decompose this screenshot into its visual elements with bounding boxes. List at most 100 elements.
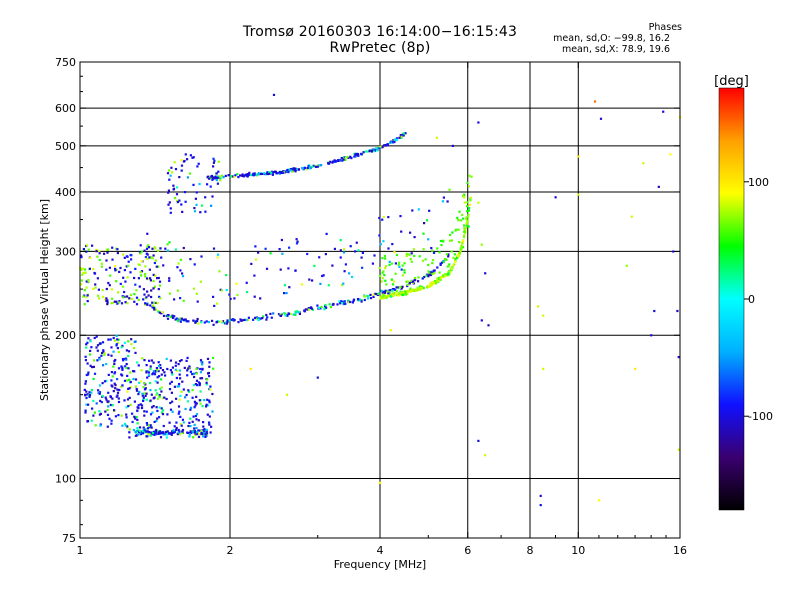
- point-spread-upper: [114, 269, 117, 272]
- point-spread-low: [199, 359, 203, 362]
- point-spread-upper: [85, 286, 88, 289]
- point-spread-low: [104, 396, 107, 399]
- point-spread-upper: [135, 289, 138, 292]
- point-o_lower: [287, 312, 290, 315]
- point-spread-low: [143, 382, 146, 385]
- point-x_lower: [410, 289, 413, 292]
- point-spread-low: [193, 375, 196, 379]
- point-o_lower: [289, 312, 292, 315]
- point-o_upper: [356, 153, 359, 156]
- point-spread-upper: [143, 249, 146, 252]
- point-spread-low: [85, 403, 88, 406]
- point-o_lower: [220, 320, 223, 323]
- point-spread-low: [124, 424, 127, 427]
- point-spread-low: [186, 400, 189, 403]
- point-o_upper: [344, 158, 347, 161]
- point-spread-low: [149, 424, 152, 427]
- point-sparse: [484, 272, 487, 275]
- point-spread-upper: [159, 284, 162, 287]
- point-spread-low: [206, 357, 210, 360]
- point-spread-low: [87, 337, 90, 340]
- point-spread-low: [195, 426, 198, 430]
- point-spread-low: [169, 359, 172, 362]
- point-spread: [160, 256, 163, 259]
- point-spread-low: [156, 409, 159, 412]
- point-o_lower: [224, 321, 227, 324]
- point-spread-low: [106, 425, 109, 428]
- point-o_lower: [363, 295, 366, 298]
- point-sparse: [593, 100, 597, 103]
- point-spread-upper: [150, 295, 153, 299]
- y-tick-label: 100: [55, 473, 76, 486]
- point-spread-low: [120, 365, 123, 368]
- point-spread-upper: [107, 281, 110, 285]
- point-spread-upper: [105, 268, 108, 271]
- point-spread-low: [98, 391, 102, 394]
- point-spread-upper: [98, 250, 101, 253]
- point-o_lower: [157, 310, 160, 314]
- point-o_lower: [347, 301, 350, 304]
- point-spread-low: [202, 425, 205, 428]
- point-spread-low: [124, 365, 127, 368]
- point-spread-low: [152, 370, 155, 373]
- point-spread-upper: [127, 264, 130, 267]
- point-spread-low: [180, 390, 183, 393]
- point-o_upper: [214, 176, 217, 179]
- point-spread: [265, 267, 269, 270]
- point-spread-low: [121, 424, 124, 427]
- point-spread: [427, 263, 430, 267]
- point-band-125: [138, 429, 141, 433]
- point-spread: [166, 243, 169, 246]
- point-spread: [448, 188, 451, 191]
- point-spread-low: [208, 415, 211, 418]
- point-x_lower: [420, 287, 423, 290]
- point-o_lower: [256, 317, 259, 320]
- point-spread-f2: [173, 161, 176, 164]
- point-spread: [264, 247, 267, 250]
- point-spread-upper: [87, 278, 90, 281]
- point-x_lower: [465, 224, 468, 227]
- point-spread-upper: [80, 279, 83, 282]
- point-spread: [441, 274, 445, 277]
- point-spread-low: [176, 385, 179, 388]
- point-spread: [438, 271, 441, 274]
- point-o_lower: [332, 303, 335, 306]
- point-o_lower: [304, 308, 307, 311]
- point-spread-low: [120, 385, 123, 388]
- point-spread-low: [126, 398, 130, 401]
- point-spread: [348, 272, 351, 275]
- point-spread-low: [128, 431, 131, 434]
- point-o_lower: [243, 318, 246, 321]
- point-spread-upper: [94, 283, 97, 286]
- point-spread-upper: [116, 252, 119, 255]
- point-spread-upper: [122, 296, 125, 299]
- point-o_upper: [370, 149, 373, 152]
- point-x_lower: [387, 294, 390, 297]
- point-band-125: [143, 429, 146, 432]
- point-spread-low: [125, 413, 128, 416]
- point-spread: [381, 277, 384, 280]
- point-spread-f2: [169, 174, 172, 177]
- point-spread-low: [120, 346, 123, 349]
- point-spread: [306, 252, 309, 256]
- point-spread-upper: [98, 258, 101, 262]
- point-sparse: [389, 329, 392, 332]
- point-spread-upper: [107, 248, 110, 251]
- point-spread-low: [84, 359, 87, 362]
- point-spread-f2: [195, 203, 198, 206]
- point-spread: [457, 219, 460, 222]
- point-spread-upper: [126, 302, 129, 305]
- point-o_lower: [421, 277, 424, 280]
- point-band-125: [169, 432, 172, 435]
- point-spread-low: [145, 370, 148, 373]
- point-spread-low: [116, 338, 119, 341]
- y-tick-label: 400: [55, 186, 76, 199]
- point-spread-low: [150, 359, 153, 362]
- point-o_upper: [241, 174, 244, 178]
- point-o_lower: [439, 263, 442, 266]
- point-spread: [401, 264, 404, 267]
- point-spread-low: [134, 417, 137, 420]
- point-spread-low: [123, 399, 126, 402]
- point-spread-low: [145, 398, 148, 401]
- point-spread-upper: [144, 302, 147, 305]
